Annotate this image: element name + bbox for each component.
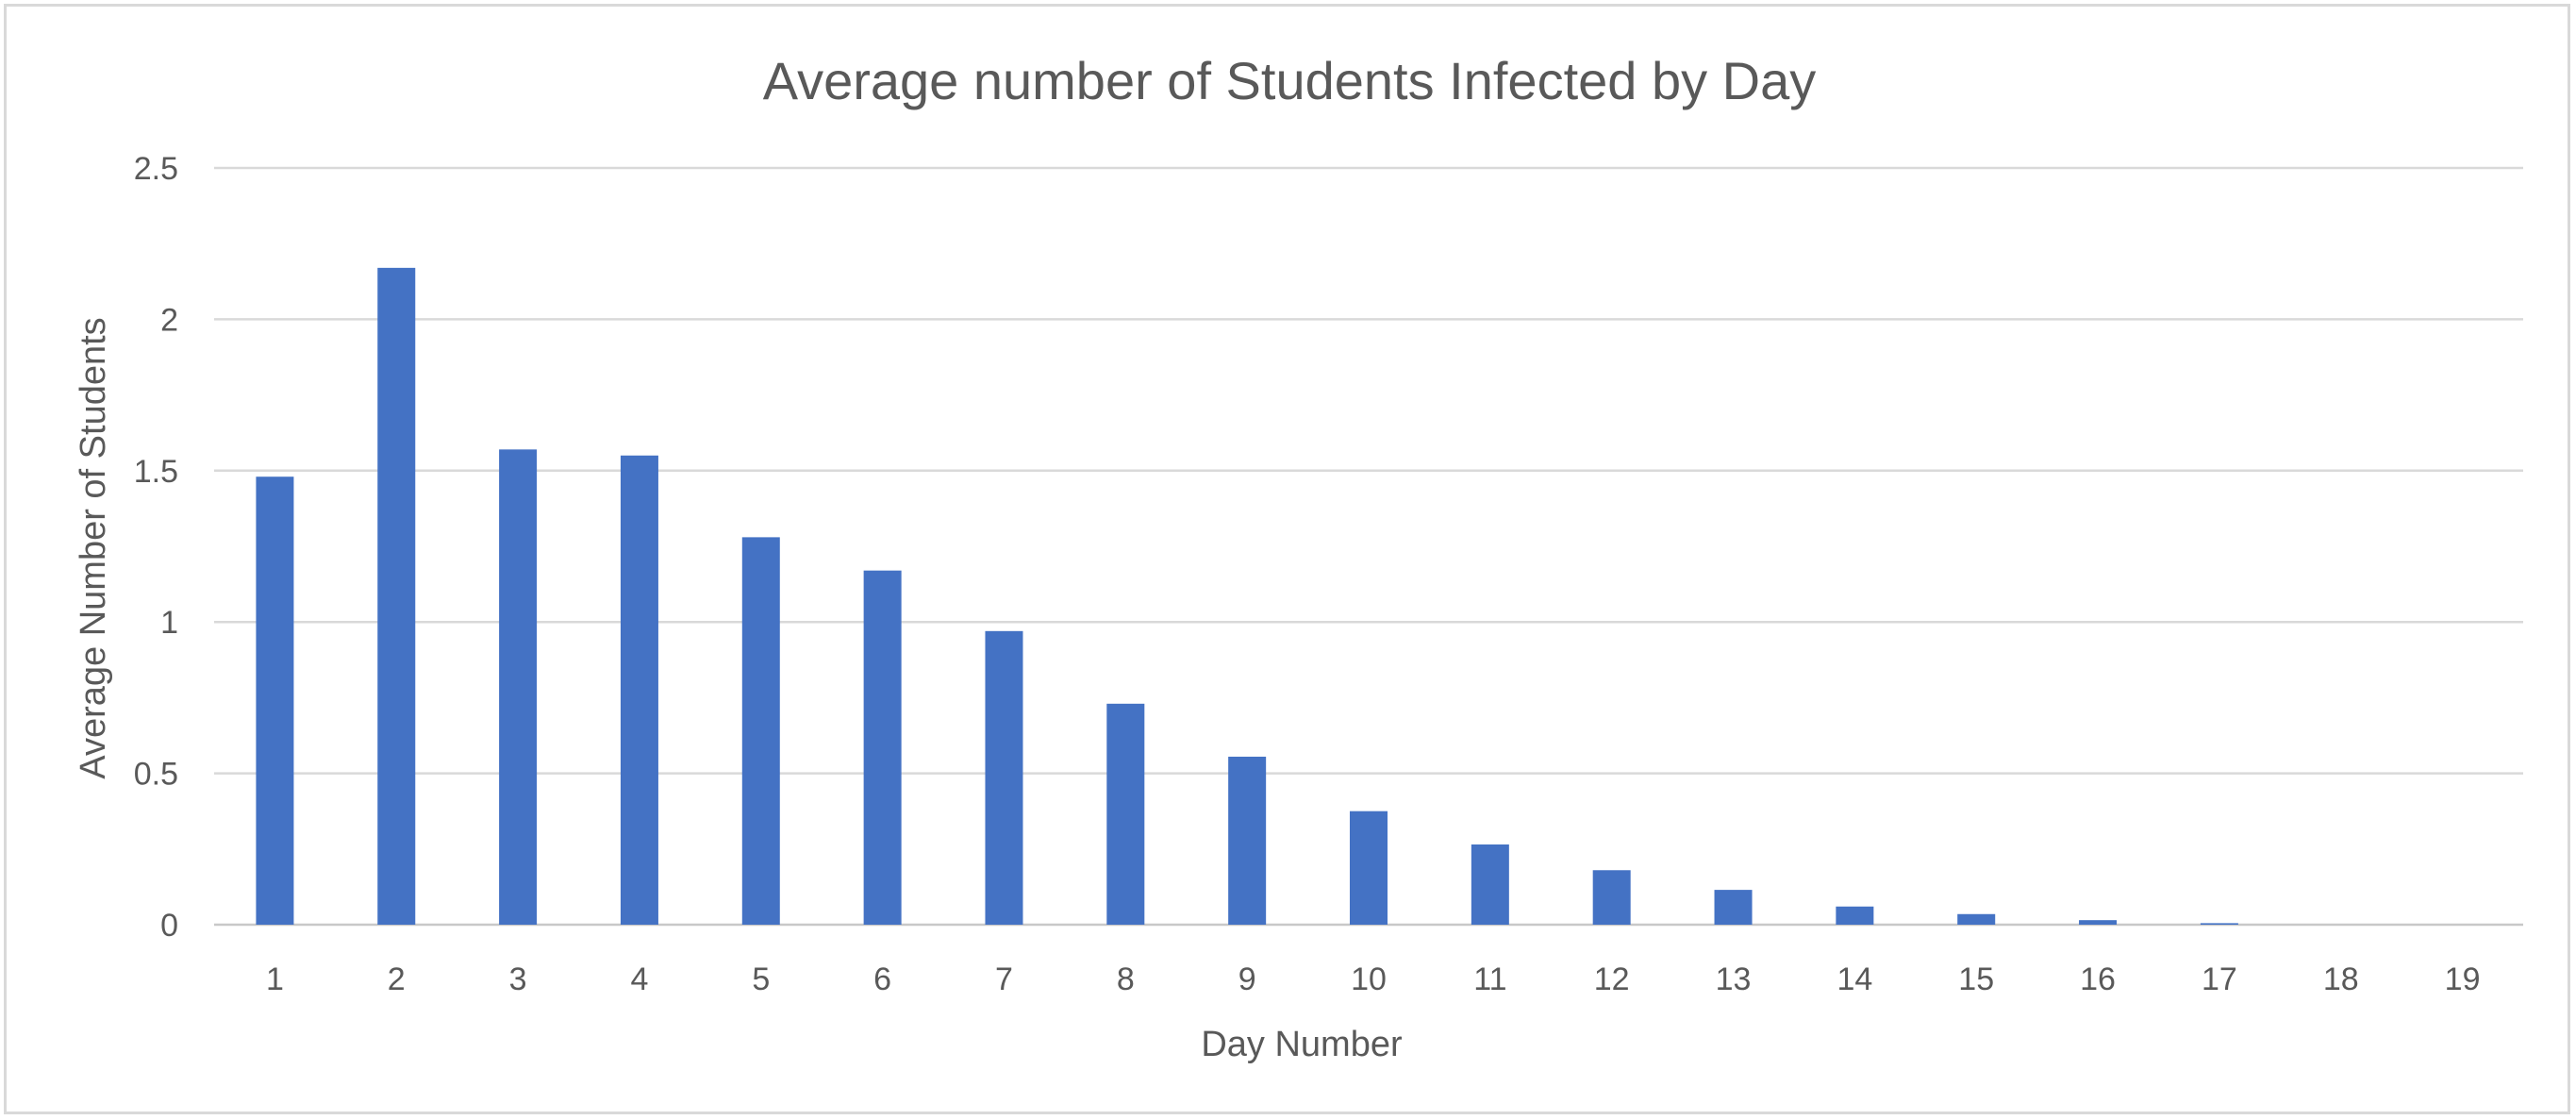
- y-axis-ticks: 0 0.5 1 1.5 2 2.5: [134, 151, 178, 944]
- x-tick-label: 16: [2080, 961, 2116, 997]
- x-tick-label: 8: [1117, 961, 1135, 997]
- bar-day-8: [1106, 703, 1145, 925]
- y-tick-label: 2: [160, 302, 178, 338]
- bars: [256, 267, 2238, 925]
- y-tick-label: 0.5: [134, 757, 178, 793]
- y-tick-label: 1: [160, 605, 178, 641]
- x-tick-label: 13: [1716, 961, 1752, 997]
- bar-day-3: [499, 449, 538, 925]
- bar-day-5: [741, 537, 780, 925]
- y-tick-label: 2.5: [134, 151, 178, 187]
- y-tick-label: 1.5: [134, 454, 178, 490]
- bar-day-9: [1228, 756, 1267, 925]
- bar-day-11: [1471, 844, 1509, 925]
- x-tick-label: 17: [2202, 961, 2237, 997]
- y-tick-label: 0: [160, 908, 178, 944]
- bar-day-10: [1350, 811, 1388, 925]
- x-tick-label: 12: [1594, 961, 1630, 997]
- x-tick-label: 4: [630, 961, 648, 997]
- x-tick-label: 10: [1351, 961, 1387, 997]
- x-tick-label: 18: [2323, 961, 2359, 997]
- bar-day-1: [256, 476, 294, 925]
- x-tick-label: 9: [1238, 961, 1256, 997]
- x-tick-label: 15: [1958, 961, 1994, 997]
- x-tick-label: 7: [995, 961, 1013, 997]
- bar-day-17: [2200, 923, 2238, 925]
- x-tick-label: 5: [752, 961, 770, 997]
- bar-day-7: [985, 630, 1023, 925]
- bar-day-16: [2079, 920, 2118, 925]
- x-tick-label: 14: [1836, 961, 1872, 997]
- bar-day-15: [1957, 913, 1996, 925]
- y-axis-label: Average Number of Students: [74, 317, 113, 778]
- bar-day-14: [1836, 906, 1874, 925]
- x-axis-label: Day Number: [1201, 1025, 1403, 1064]
- bar-day-13: [1714, 890, 1753, 925]
- bar-day-2: [377, 267, 416, 925]
- chart-frame: Average number of Students Infected by D…: [4, 4, 2570, 1114]
- x-tick-label: 1: [266, 961, 284, 997]
- bar-day-4: [620, 455, 658, 925]
- gridlines: [214, 166, 2523, 927]
- x-tick-label: 2: [388, 961, 406, 997]
- x-tick-label: 6: [873, 961, 891, 997]
- bar-day-12: [1592, 870, 1631, 925]
- bar-chart: Average number of Students Infected by D…: [74, 51, 2523, 1064]
- x-tick-label: 11: [1473, 961, 1506, 997]
- bar-day-6: [863, 570, 902, 925]
- chart-title: Average number of Students Infected by D…: [763, 51, 1817, 110]
- x-tick-label: 3: [509, 961, 527, 997]
- x-axis-ticks: 1 2 3 4 5 6 7 8 9 10 11 12 13 14 15 16 17 18 19: [266, 961, 2481, 997]
- x-tick-label: 19: [2445, 961, 2481, 997]
